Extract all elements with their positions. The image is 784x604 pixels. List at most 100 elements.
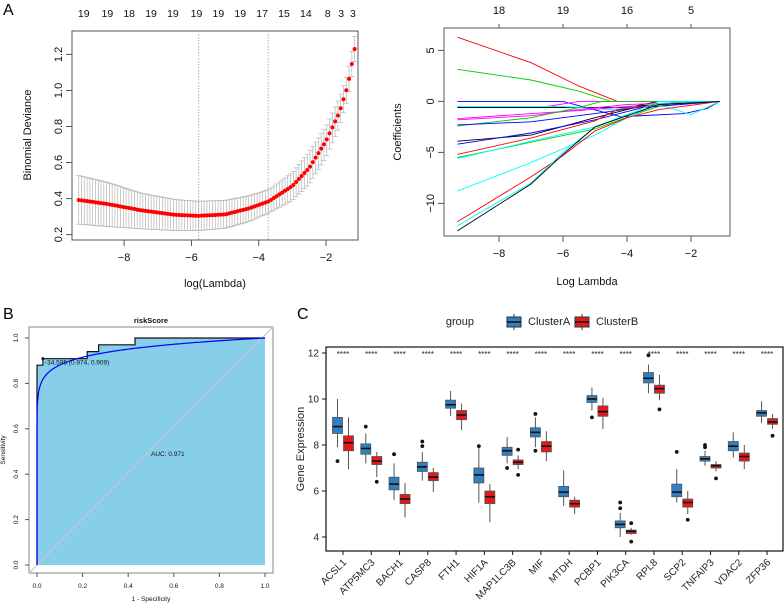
cv-plot-frame	[71, 30, 359, 241]
box-outlier	[618, 506, 623, 511]
boxplot-y-tick-label: 10	[308, 395, 320, 406]
roc-x-tick-label: 0.4	[124, 583, 133, 590]
gene-label: FTH1	[437, 557, 463, 583]
coef-path-line	[457, 100, 720, 227]
box-outlier	[363, 424, 368, 429]
box-clustera	[388, 452, 400, 501]
significance-mark: ****	[422, 350, 434, 359]
panel-label-b: B	[3, 306, 14, 323]
coef-lines	[457, 36, 721, 232]
box-clustera	[416, 439, 428, 481]
cv-x-tick-label: −6	[185, 252, 198, 264]
cv-top-axis-label: 19	[145, 8, 157, 20]
cv-point	[296, 176, 301, 181]
cv-top-axis-label: 19	[234, 8, 246, 20]
roc-y-tick-label: 0.4	[13, 469, 20, 478]
box-outlier	[392, 452, 396, 457]
box-clusterb	[597, 397, 609, 429]
gene-label: VDAC2	[714, 557, 746, 589]
boxplot-y-tick-label: 8	[313, 441, 319, 452]
box-outlier	[629, 539, 634, 544]
gene-label: PIK3CA	[599, 557, 632, 590]
box-clustera	[445, 390, 456, 417]
coef-path-line	[457, 100, 720, 159]
cv-point	[193, 213, 198, 218]
cv-point	[349, 61, 354, 66]
coef-top-axis-label: 16	[621, 5, 633, 17]
boxplot-y-axis: 4 6 8 10 12	[308, 349, 326, 544]
coef-x-tick-label: −8	[493, 248, 506, 260]
cv-point	[299, 173, 304, 178]
box-clustera	[699, 443, 711, 466]
coef-path-line	[457, 68, 720, 102]
coef-top-axis-label: 19	[557, 5, 569, 17]
cv-point	[338, 106, 343, 111]
significance-mark: ****	[478, 350, 490, 359]
box-body	[332, 416, 343, 434]
cv-point	[291, 182, 296, 187]
gene-label: RPL8	[635, 557, 661, 583]
box-clustera	[558, 470, 570, 506]
box-clustera	[332, 399, 343, 463]
cv-point	[352, 47, 357, 52]
coef-y-tick-label: −5	[425, 146, 437, 159]
legend-title: group	[446, 316, 474, 328]
box-clusterb	[427, 468, 439, 493]
cv-point	[305, 168, 310, 173]
box-clusterb	[625, 521, 637, 544]
coef-top-axis: 18 19 16 5	[493, 5, 694, 28]
panel-label-a: A	[3, 2, 14, 19]
cv-y-tick-label: 0.8	[53, 119, 65, 134]
roc-y-tick-label: 1.0	[13, 333, 20, 342]
coef-x-label: Log Lambda	[556, 276, 618, 288]
panel-label-c: C	[297, 306, 309, 323]
roc-plot-frame	[28, 326, 274, 574]
coef-y-axis: −10 −5 0 5	[425, 47, 444, 213]
coef-path-line	[457, 100, 720, 145]
cv-point	[288, 185, 293, 190]
cv-top-axis-label: 18	[123, 8, 135, 20]
significance-mark: ****	[506, 350, 518, 359]
roc-smooth-curve	[36, 337, 266, 565]
cv-y-tick-label: 0.6	[53, 155, 65, 170]
cv-point	[327, 131, 332, 136]
coef-y-tick-label: −10	[425, 194, 437, 213]
roc-x-tick-label: 0.6	[169, 583, 178, 590]
roc-y-tick-label: 0.8	[13, 379, 20, 388]
gene-label: MTDH	[547, 557, 575, 585]
coef-path-line	[457, 100, 720, 120]
gene-label: ZFP36	[744, 557, 773, 586]
roc-y-axis: 0.0 0.2 0.4 0.6 0.8 1.0	[13, 333, 29, 570]
box-outlier	[657, 407, 662, 412]
cv-point	[344, 88, 349, 93]
cv-point	[308, 164, 313, 169]
boxplot-y-tick-label: 12	[308, 349, 320, 360]
cv-point	[341, 97, 346, 102]
significance-mark: ****	[761, 350, 773, 359]
coef-y-tick-label: 0	[425, 98, 437, 104]
roc-diagonal	[28, 326, 274, 574]
box-clusterb	[654, 374, 665, 412]
box-clustera	[501, 436, 513, 470]
legend-key-clustera	[506, 314, 522, 330]
box-outlier	[685, 517, 690, 522]
box-clustera	[529, 412, 541, 453]
coef-x-tick-label: −6	[557, 248, 570, 260]
box-outlier	[420, 439, 425, 444]
cv-point	[324, 137, 329, 142]
coef-plot-frame	[443, 27, 731, 237]
coef-path-line	[457, 100, 721, 118]
box-outlier	[335, 459, 340, 463]
cv-point	[310, 160, 315, 165]
roc-y-label: Sensitivity	[0, 435, 7, 465]
cv-top-axis-label: 17	[256, 8, 268, 20]
cv-deviance-plot: −8 −6 −4 −2 0.2 0.4 0.6 0.8 1.0 1.2 19 19 18 19 19 19…	[22, 8, 359, 290]
box-clustera	[614, 500, 626, 537]
coef-path-line	[457, 100, 720, 127]
cv-top-axis-label: 19	[191, 8, 203, 20]
boxplot-y-label: Gene Expression	[295, 407, 307, 491]
significance-mark: ****	[393, 350, 405, 359]
box-outlier	[646, 353, 651, 358]
